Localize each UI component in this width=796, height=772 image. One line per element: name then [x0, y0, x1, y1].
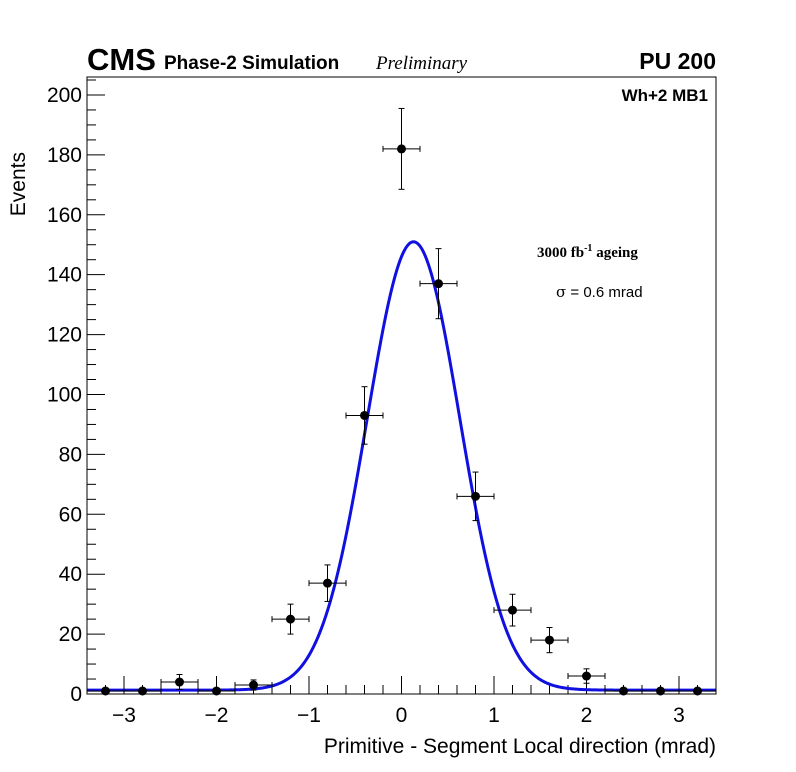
data-marker	[508, 605, 517, 615]
x-tick-label: −2	[205, 704, 229, 727]
data-point	[567, 668, 606, 684]
data-point	[308, 564, 347, 602]
data-point	[197, 686, 236, 696]
x-tick-label: 3	[673, 704, 685, 727]
y-tick-label: 140	[47, 264, 82, 287]
fit-layer	[87, 240, 716, 692]
data-marker	[619, 686, 628, 696]
data-point	[382, 107, 421, 190]
data-point	[493, 593, 532, 627]
lumi-annotation: 3000 fb-1 ageing	[537, 243, 638, 261]
y-tick-label: 0	[70, 683, 82, 706]
data-point	[160, 674, 199, 691]
data-marker	[286, 614, 295, 624]
data-marker	[212, 686, 221, 696]
data-marker	[582, 671, 591, 681]
sigma-symbol: σ	[556, 283, 566, 301]
data-marker	[397, 144, 406, 154]
data-marker	[249, 680, 258, 690]
data-marker	[693, 686, 702, 696]
sigma-value: = 0.6 mrad	[566, 284, 642, 301]
data-marker	[656, 686, 665, 696]
x-tick-label: −1	[297, 704, 321, 727]
lumi-value: 3000 fb	[537, 245, 584, 261]
data-point	[530, 627, 569, 654]
x-axis: −3 −2 −1 0 1 2 3	[86, 676, 717, 727]
cms-label: CMS	[87, 42, 156, 77]
data-marker	[471, 491, 480, 501]
data-point	[604, 686, 643, 696]
data-point	[234, 679, 273, 691]
data-point	[123, 686, 162, 696]
x-tick-label: 0	[396, 704, 408, 727]
phase2-simulation-label: Phase-2 Simulation	[164, 53, 339, 74]
y-tick-label: 60	[59, 503, 82, 526]
data-point	[456, 471, 495, 522]
x-tick-label: 1	[488, 704, 500, 727]
data-marker	[175, 677, 184, 687]
fit-curve	[87, 240, 716, 692]
lumi-suffix: ageing	[592, 245, 638, 261]
y-tick-label: 20	[59, 623, 82, 646]
y-tick-label: 120	[47, 324, 82, 347]
y-tick-label: 80	[59, 443, 82, 466]
points-layer	[86, 107, 717, 696]
x-tick-label: 2	[581, 704, 593, 727]
data-marker	[360, 410, 369, 420]
preliminary-label: Preliminary	[375, 53, 468, 74]
y-tick-label: 200	[47, 84, 82, 107]
data-point	[419, 248, 458, 320]
y-tick-label: 180	[47, 144, 82, 167]
y-tick-label: 160	[47, 204, 82, 227]
data-marker	[101, 686, 110, 696]
x-axis-title: Primitive - Segment Local direction (mra…	[324, 735, 716, 758]
data-marker	[545, 635, 554, 645]
data-point	[271, 603, 310, 635]
data-point	[345, 386, 384, 445]
x-tick-label: −3	[112, 704, 136, 727]
sigma-annotation: σ = 0.6 mrad	[556, 283, 643, 301]
data-marker	[434, 279, 443, 289]
lumi-exponent: -1	[584, 243, 592, 254]
data-point	[678, 686, 717, 696]
y-tick-label: 40	[59, 563, 82, 586]
y-axis-title: Events	[7, 152, 30, 216]
y-tick-label: 100	[47, 383, 82, 406]
chamber-label: Wh+2 MB1	[622, 86, 708, 105]
data-marker	[138, 686, 147, 696]
pileup-label: PU 200	[639, 48, 716, 74]
data-marker	[323, 578, 332, 588]
y-axis: 0 20 40 60 80 100 120 140 160 180 200	[47, 79, 105, 706]
